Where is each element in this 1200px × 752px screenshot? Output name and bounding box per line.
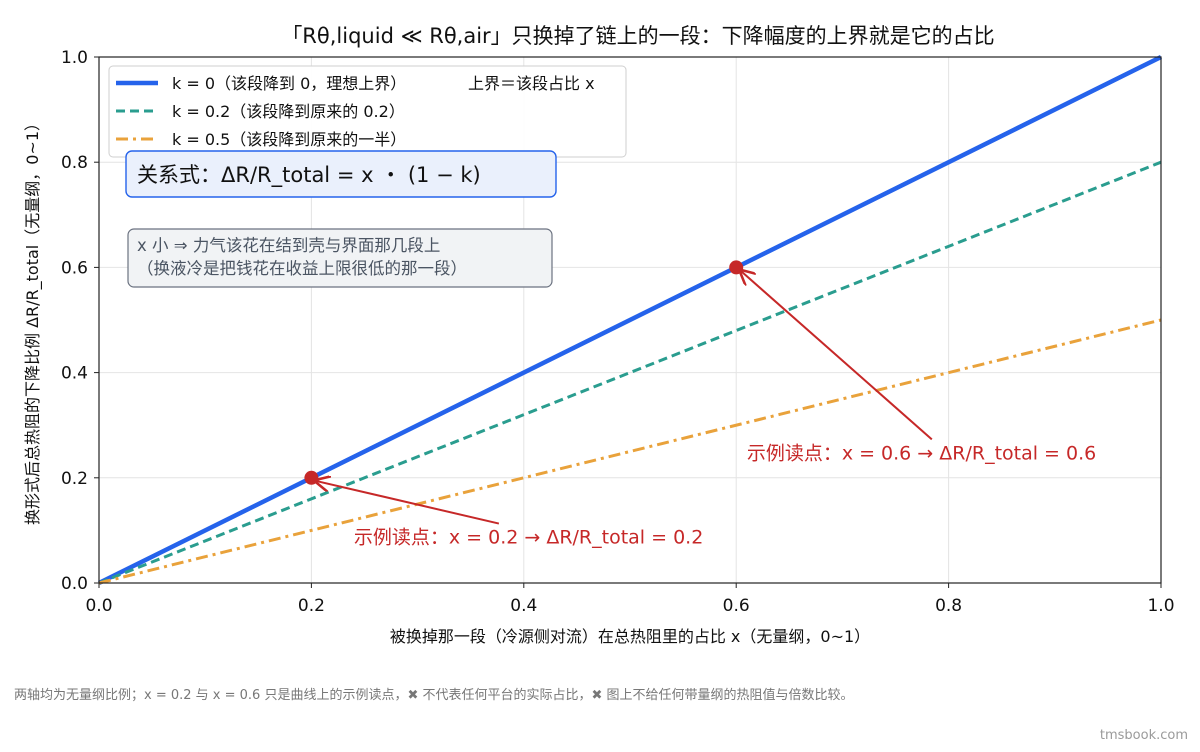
series-line: [98, 318, 1162, 585]
y-tick-label: 0.4: [61, 364, 88, 384]
x-tick-label: 1.0: [1147, 596, 1174, 616]
legend-label: k = 0（该段降到 0，理想上界）: [172, 74, 406, 93]
y-tick-label: 0.0: [61, 574, 88, 594]
y-axis-label: 换形式后总热阻的下降比例 ΔR/R_total（无量纲，0~1）: [23, 115, 43, 525]
formula-text: 关系式：ΔR/R_total = x ・ (1 − k): [137, 163, 481, 188]
legend-extra-label: 上界＝该段占比 x: [468, 74, 595, 93]
legend-label: k = 0.5（该段降到原来的一半）: [172, 130, 406, 149]
series-line: [98, 160, 1162, 585]
chart: 「Rθ,liquid ≪ Rθ,air」只换掉了链上的一段：下降幅度的上界就是它…: [23, 24, 1175, 646]
x-axis-label: 被换掉那一段（冷源侧对流）在总热阻里的占比 x（无量纲，0~1）: [390, 627, 870, 646]
annotation-arrow: [740, 270, 933, 441]
highlight-point: [304, 470, 319, 485]
note-line: x 小 ⇒ 力气该花在结到壳与界面那几段上: [137, 236, 440, 255]
x-tick-label: 0.8: [935, 596, 962, 616]
note-line: （换液冷是把钱花在收益上限很低的那一段）: [137, 259, 467, 278]
annotation-label: 示例读点：x = 0.2 → ΔR/R_total = 0.2: [354, 527, 703, 549]
note-box-frame: [127, 228, 553, 288]
x-tick-label: 0.2: [298, 596, 325, 616]
footnote: 两轴均为无量纲比例；x = 0.2 与 x = 0.6 只是曲线上的示例读点，✖…: [14, 688, 854, 703]
y-tick-label: 0.6: [61, 258, 88, 278]
formula-box: 关系式：ΔR/R_total = x ・ (1 − k): [125, 150, 557, 198]
note-box: x 小 ⇒ 力气该花在结到壳与界面那几段上 （换液冷是把钱花在收益上限很低的那一段…: [127, 228, 553, 288]
y-tick-label: 0.2: [61, 469, 88, 489]
series-line: [98, 54, 1162, 586]
chart-title: 「Rθ,liquid ≪ Rθ,air」只换掉了链上的一段：下降幅度的上界就是它…: [281, 24, 994, 48]
annotation-arrow: [315, 481, 500, 525]
annotation-label: 示例读点：x = 0.6 → ΔR/R_total = 0.6: [747, 442, 1096, 464]
legend-label: k = 0.2（该段降到原来的 0.2）: [172, 102, 405, 121]
plot-frame: [98, 56, 1162, 584]
series-lines: [98, 54, 1162, 586]
x-tick-label: 0.4: [510, 596, 537, 616]
x-tick-label: 0.6: [723, 596, 750, 616]
highlight-point: [729, 260, 744, 275]
watermark: tmsbook.com: [1099, 728, 1188, 743]
formula-box-frame: [125, 150, 557, 198]
axis-ticks: 0.0 0.2 0.4 0.6 0.8 1.0 0.0 0.2 0.4 0.6 0.8 1.0: [61, 48, 1175, 616]
x-tick-label: 0.0: [85, 596, 112, 616]
annotations: 示例读点：x = 0.2 → ΔR/R_total = 0.2 示例读点：x = …: [315, 270, 1096, 549]
legend: k = 0（该段降到 0，理想上界） 上界＝该段占比 x k = 0.2（该段降到原…: [108, 65, 627, 158]
y-tick-label: 1.0: [61, 48, 88, 68]
highlight-points: [304, 260, 744, 485]
y-tick-label: 0.8: [61, 153, 88, 173]
